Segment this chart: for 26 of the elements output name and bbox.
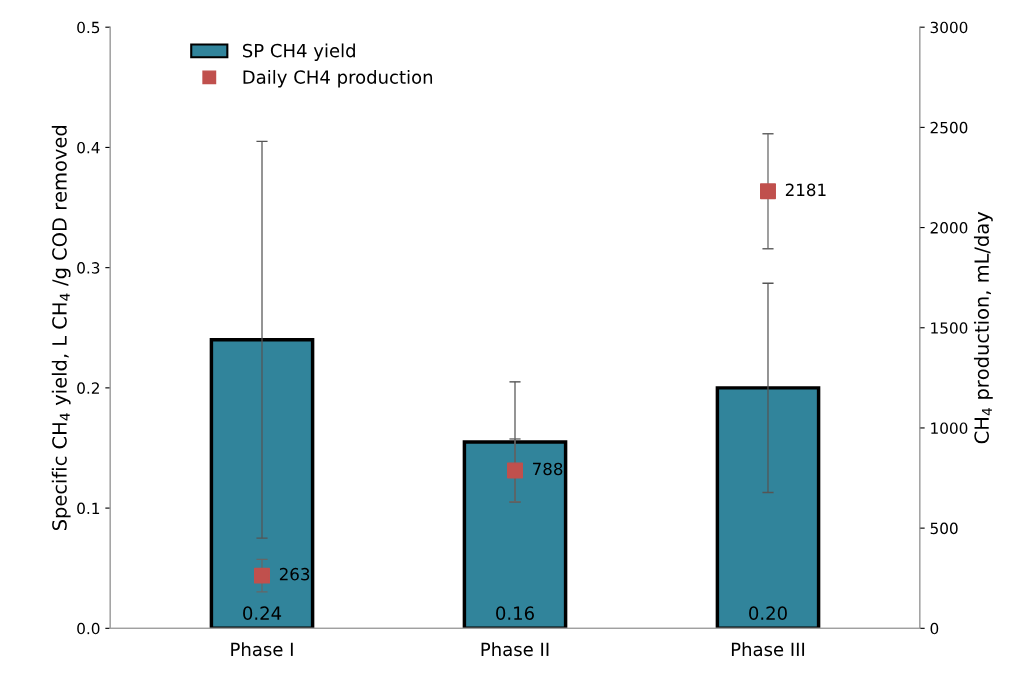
y2-tick-label: 3000	[930, 21, 968, 34]
data-label: 0.24	[243, 606, 282, 621]
y2-axis-title: CH$_{4}$ production, mL/day	[973, 211, 993, 444]
x-tick-label: Phase II	[481, 642, 549, 657]
y2-tick-label: 2500	[930, 121, 968, 134]
y2-tick-label: 2000	[930, 222, 968, 234]
y-tick-label: 0.1	[77, 502, 100, 515]
data-label: 263	[279, 567, 310, 581]
y-tick-label: 0.0	[77, 622, 100, 635]
legend-label: SP CH4 yield	[242, 43, 355, 61]
data-label: 0.16	[496, 606, 534, 621]
data-label: 2181	[785, 183, 826, 197]
y2-tick-label: 1500	[931, 322, 968, 334]
y-tick-label: 0.5	[77, 21, 100, 34]
y2-tick-label: 1000	[931, 422, 968, 434]
data-label: 0.20	[749, 606, 787, 621]
y-tick-label: 0.3	[77, 262, 100, 274]
y-axis-title: Specific CH$_{4}$ yield, L CH$_{4}$ /g COD removed	[51, 126, 71, 531]
legend-label: Daily CH4 production	[243, 69, 433, 88]
x-tick-label: Phase III	[731, 642, 805, 657]
x-tick-label: Phase I	[231, 642, 293, 657]
y2-tick-label: 500	[930, 522, 958, 535]
y-tick-label: 0.4	[77, 141, 100, 154]
y2-tick-label: 0	[930, 622, 939, 635]
y-tick-label: 0.2	[77, 382, 99, 394]
data-label: 788	[533, 462, 563, 476]
